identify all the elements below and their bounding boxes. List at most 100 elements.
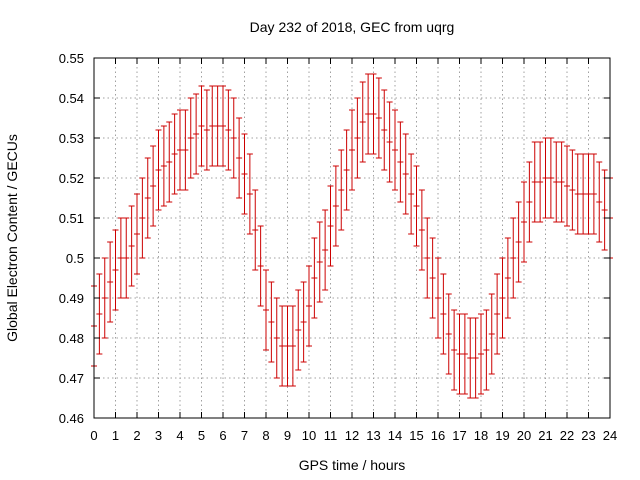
error-bar-point (451, 309, 458, 391)
error-bar-point (349, 109, 355, 191)
error-bar-point (252, 189, 259, 271)
error-bar-point (182, 109, 189, 191)
error-bar-point (117, 217, 124, 299)
error-bar-point (101, 257, 108, 339)
x-tick-label: 7 (241, 428, 248, 443)
error-bar-point (483, 309, 490, 391)
error-bar-point (220, 85, 226, 167)
error-bar-point (472, 317, 479, 399)
x-tick-label: 8 (262, 428, 269, 443)
error-bar-point (418, 189, 425, 271)
error-bar-point (316, 221, 323, 303)
error-bar-point (558, 141, 565, 223)
error-bar-point (230, 97, 237, 179)
error-bar-point (531, 141, 538, 223)
error-bar-point (327, 185, 334, 267)
error-bar-point (456, 313, 463, 395)
error-bar-point (139, 177, 146, 259)
chart-title: Day 232 of 2018, GEC from uqrg (250, 19, 455, 35)
error-bar-point (300, 281, 307, 363)
x-tick-label: 22 (560, 428, 574, 443)
error-bar-point (547, 137, 554, 219)
x-tick-label: 11 (324, 428, 338, 443)
error-bar-point (504, 237, 511, 319)
error-bar-point (510, 217, 517, 299)
error-bar-point (370, 73, 377, 155)
error-bar-point (553, 141, 560, 223)
error-bar-point (306, 265, 312, 347)
error-bar-point (381, 89, 388, 171)
error-bar-point (526, 161, 533, 243)
x-axis-title: GPS time / hours (299, 457, 406, 473)
x-tick-label: 12 (345, 428, 359, 443)
error-bar-point (166, 121, 173, 203)
error-bar-point (375, 77, 382, 159)
x-tick-label: 23 (581, 428, 595, 443)
error-bar-point (225, 89, 232, 171)
error-bar-point (295, 289, 302, 371)
error-bar-point (134, 193, 140, 275)
x-tick-label: 21 (538, 428, 552, 443)
error-bar-point (160, 125, 167, 207)
x-tick-label: 16 (431, 428, 445, 443)
error-bar-point (596, 161, 603, 243)
x-tick-label: 17 (452, 428, 466, 443)
x-tick-label: 19 (495, 428, 509, 443)
error-bar-point (241, 133, 248, 215)
error-bar-point (198, 85, 205, 167)
error-bar-point (445, 293, 452, 375)
error-bar-point (580, 153, 587, 235)
error-bar-point (236, 117, 243, 199)
error-bar-point (408, 153, 415, 235)
error-bar-point (386, 101, 393, 183)
error-bar-point (494, 273, 501, 355)
error-bar-point (413, 165, 420, 247)
error-bar-point (263, 269, 269, 351)
error-bar-point (590, 153, 597, 235)
x-tick-label: 6 (219, 428, 226, 443)
y-tick-label: 0.55 (59, 51, 84, 66)
tick-labels: 0 1 2 3 4 5 6 7 8 9 10 11 12 13 14 15 16 17 18 19 20 21 22 23 24… (59, 51, 618, 443)
x-tick-label: 24 (603, 428, 617, 443)
error-bar-point (461, 313, 468, 395)
error-bar-point (279, 305, 286, 387)
x-tick-label: 14 (388, 428, 402, 443)
error-bar-point (123, 217, 130, 299)
y-tick-label: 0.49 (59, 291, 84, 306)
error-bar-point (499, 257, 506, 339)
error-bar-point (177, 109, 183, 191)
x-tick-label: 18 (474, 428, 488, 443)
y-tick-label: 0.5 (66, 251, 84, 266)
x-tick-label: 0 (90, 428, 97, 443)
error-bar-point (397, 121, 404, 203)
error-bar-point (365, 73, 372, 155)
error-bar-point (343, 129, 350, 211)
error-bar-point (521, 181, 527, 263)
error-bar-point (585, 153, 592, 235)
y-tick-label: 0.47 (59, 371, 84, 386)
error-bar-point (273, 297, 280, 379)
x-tick-label: 2 (133, 428, 140, 443)
error-bar-point (440, 273, 447, 355)
y-axis-title: Global Electron Content / GECUs (4, 134, 20, 342)
error-bar-point (338, 149, 345, 231)
error-bar-point (107, 241, 114, 323)
error-bar-point (354, 97, 361, 179)
x-tick-label: 9 (284, 428, 291, 443)
error-bar-point (467, 317, 474, 399)
error-bar-point (601, 169, 608, 251)
error-bar-point (268, 281, 275, 363)
x-tick-label: 13 (366, 428, 380, 443)
error-bar-point (569, 149, 576, 231)
error-bar-point (488, 293, 495, 375)
x-tick-label: 3 (155, 428, 162, 443)
y-tick-label: 0.54 (59, 91, 84, 106)
x-tick-label: 5 (198, 428, 205, 443)
y-tick-label: 0.52 (59, 171, 84, 186)
error-bar-point (542, 137, 549, 219)
x-tick-label: 1 (112, 428, 119, 443)
y-tick-label: 0.53 (59, 131, 84, 146)
error-bar-point (284, 305, 291, 387)
error-bar-point (359, 81, 366, 163)
